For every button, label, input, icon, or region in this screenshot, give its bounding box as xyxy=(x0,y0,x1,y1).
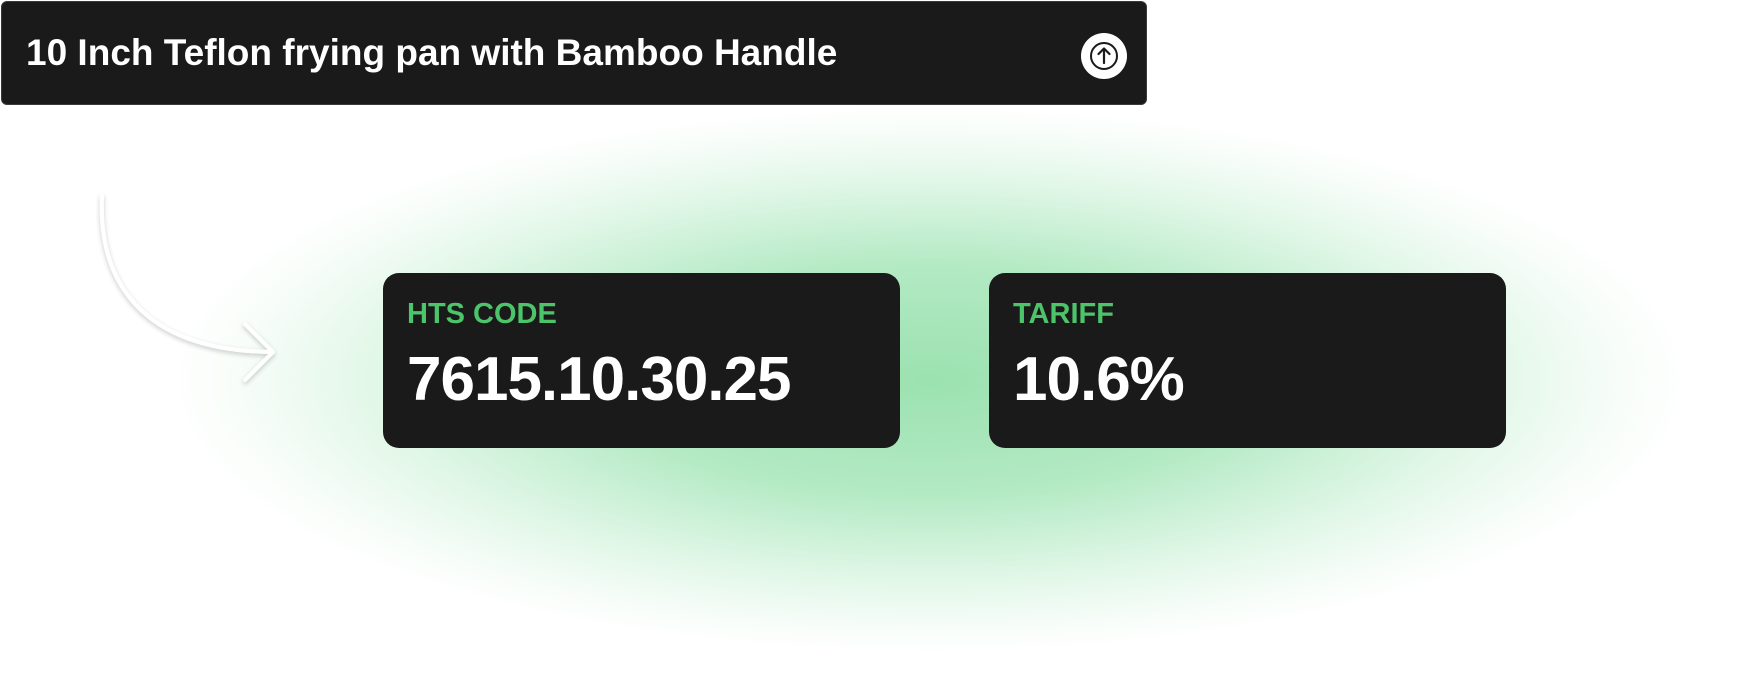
hts-code-value: 7615.10.30.25 xyxy=(407,345,792,414)
curved-arrow-icon xyxy=(99,194,275,382)
product-query-text: 10 Inch Teflon frying pan with Bamboo Ha… xyxy=(26,32,838,73)
submit-button[interactable] xyxy=(1081,33,1127,79)
tariff-value: 10.6% xyxy=(1013,345,1185,414)
hts-code-label: HTS CODE xyxy=(407,298,557,330)
arrow-up-icon xyxy=(1090,42,1118,70)
hts-code-card: HTS CODE 7615.10.30.25 xyxy=(383,273,900,448)
tariff-label: TARIFF xyxy=(1013,298,1114,330)
product-query-bar[interactable]: 10 Inch Teflon frying pan with Bamboo Ha… xyxy=(1,1,1147,105)
tariff-card: TARIFF 10.6% xyxy=(989,273,1506,448)
